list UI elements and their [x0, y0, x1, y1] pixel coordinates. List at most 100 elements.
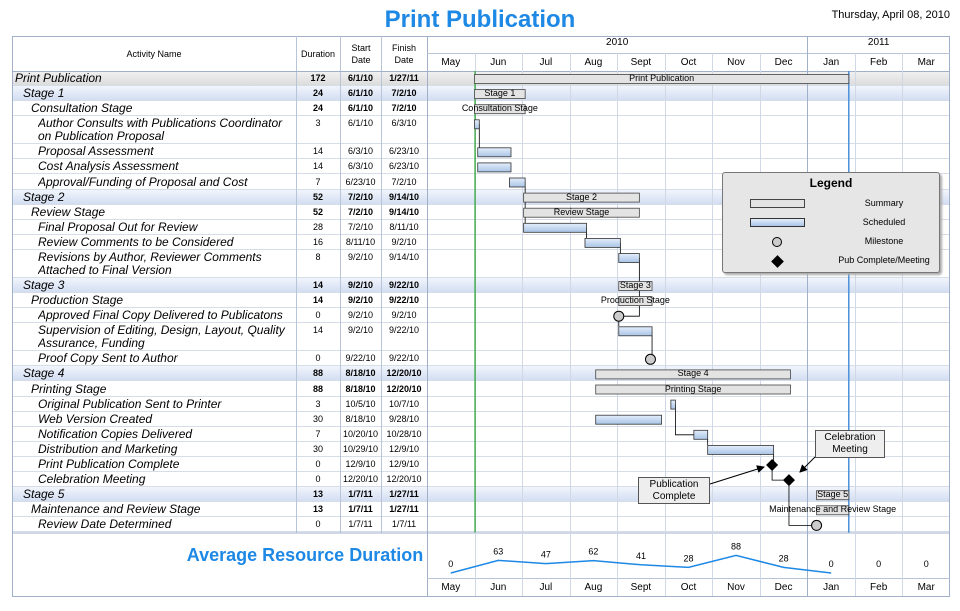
task-row	[12, 204, 950, 220]
resource-value: 62	[588, 547, 598, 557]
task-duration: 0	[315, 519, 321, 530]
task-row	[12, 472, 950, 488]
task-start: 12/20/10	[342, 474, 379, 485]
task-duration: 88	[312, 383, 323, 394]
resource-value: 0	[448, 559, 453, 569]
task-finish: 9/28/10	[388, 413, 420, 424]
task-duration: 14	[312, 325, 323, 336]
task-duration: 14	[312, 295, 323, 306]
task-name: Proof Copy Sent to Author	[38, 352, 178, 366]
task-finish: 6/3/10	[391, 118, 417, 129]
task-row	[12, 502, 950, 518]
month-label: Nov	[727, 582, 745, 593]
year-label: 2011	[867, 37, 890, 48]
task-duration: 3	[315, 398, 321, 409]
task-duration: 0	[315, 474, 321, 485]
task-name: Celebration Meeting	[38, 473, 146, 487]
title: Print Publication	[384, 6, 576, 33]
task-finish: 10/28/10	[386, 428, 422, 439]
task-start: 1/7/11	[348, 489, 373, 500]
task-finish: 12/9/10	[388, 459, 420, 469]
task-finish: 1/27/11	[389, 73, 419, 83]
column-header: Activity Name	[126, 48, 182, 59]
task-finish: 1/27/11	[389, 489, 419, 500]
resource-line	[450, 554, 832, 574]
pub-milestone	[766, 459, 779, 471]
task-finish: 1/27/11	[389, 504, 419, 515]
bar-label: Consultation Stage	[461, 103, 538, 114]
task-row	[12, 234, 950, 250]
dependency-line	[788, 480, 812, 526]
resource-value: 63	[493, 546, 503, 556]
task-row	[12, 396, 950, 412]
task-row	[12, 457, 950, 473]
task-row	[12, 189, 950, 205]
legend-icon	[772, 237, 782, 247]
task-finish: 9/2/10	[391, 310, 417, 321]
task-finish: 7/2/10	[391, 103, 417, 114]
task-name: Author Consults with Publications Coordi…	[38, 117, 283, 144]
task-start: 9/2/10	[347, 280, 374, 290]
column-header: Duration	[300, 48, 336, 59]
bar-label: Stage 1	[484, 88, 516, 99]
task-name: Stage 3	[23, 279, 65, 292]
task-start: 12/9/10	[345, 459, 376, 469]
task-name: Stage 4	[23, 367, 65, 381]
task-name: Revisions by Author, Reviewer Comments A…	[38, 251, 262, 277]
resource-value: 88	[731, 541, 741, 551]
dependency-line	[523, 182, 526, 229]
task-bar	[509, 177, 526, 188]
task-duration: 30	[312, 413, 323, 424]
task-name: Review Date Determined	[38, 518, 172, 532]
month-label: Jul	[539, 582, 553, 593]
month-label: Nov	[727, 57, 745, 68]
month-label: Feb	[870, 582, 888, 593]
task-name: Notification Copies Delivered	[38, 427, 193, 441]
summary-bar	[618, 281, 653, 291]
bar-label: Stage 4	[677, 368, 709, 379]
task-finish: 12/20/10	[386, 368, 422, 379]
task-name: Printing Stage	[31, 382, 107, 396]
bar-label: Stage 2	[565, 191, 597, 202]
task-start: 6/1/10	[347, 118, 374, 129]
month-label: Jan	[823, 582, 840, 593]
month-label: May	[441, 582, 461, 593]
resource-value: 0	[876, 559, 881, 569]
task-name: Proposal Assessment	[38, 145, 154, 159]
task-start: 9/22/10	[345, 353, 376, 364]
task-bar	[474, 119, 480, 130]
task-name: Distribution and Marketing	[38, 442, 178, 456]
summary-bar	[816, 505, 850, 516]
bar-label: Stage 5	[817, 489, 849, 500]
task-duration: 14	[312, 146, 323, 157]
task-name: Print Publication Complete	[38, 458, 180, 471]
task-name: Original Publication Sent to Printer	[38, 397, 222, 411]
task-duration: 0	[315, 353, 321, 364]
task-bar	[707, 444, 775, 455]
task-name: Final Proposal Out for Review	[38, 220, 198, 234]
task-start: 7/2/10	[347, 221, 374, 232]
task-name: Supervision of Editing, Design, Layout, …	[38, 324, 285, 351]
task-finish: 6/23/10	[388, 146, 420, 157]
month-label: Oct	[680, 582, 697, 593]
task-start: 6/3/10	[347, 161, 374, 172]
month-label: Jul	[539, 57, 553, 68]
task-duration: 7	[315, 176, 321, 187]
task-row	[12, 308, 950, 324]
task-row	[12, 116, 950, 145]
task-name: Approval/Funding of Proposal and Cost	[38, 175, 248, 189]
task-row	[12, 517, 950, 533]
month-label: Aug	[584, 582, 603, 593]
callout: Publication Complete	[638, 477, 710, 504]
task-finish: 9/22/10	[388, 325, 420, 336]
task-start: 9/2/10	[347, 310, 374, 321]
summary-bar	[474, 74, 850, 84]
task-start: 9/2/10	[347, 295, 374, 306]
task-row	[12, 323, 950, 352]
column-header: Start Date	[351, 42, 371, 65]
resource-value: 28	[779, 553, 789, 563]
task-duration: 13	[312, 489, 323, 500]
table-frame	[12, 36, 950, 597]
summary-bar	[474, 104, 526, 115]
task-name: Print Publication	[15, 72, 102, 85]
